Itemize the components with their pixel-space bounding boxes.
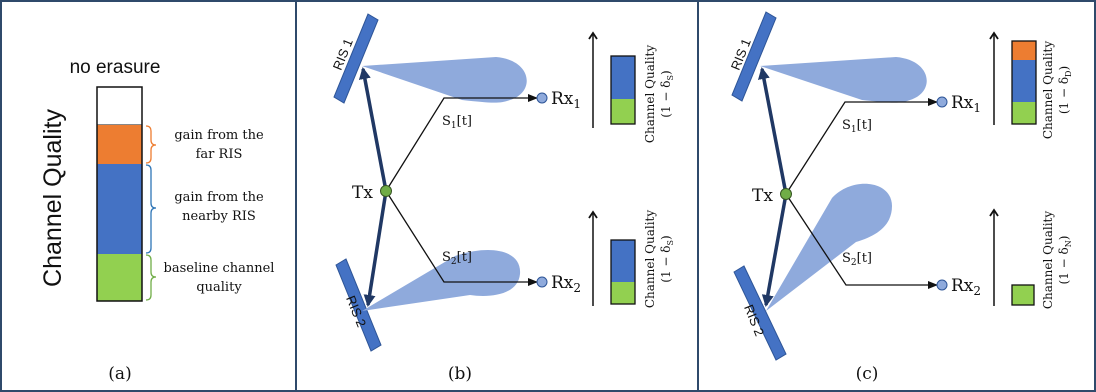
brace-nearby-ris: [145, 164, 157, 254]
tx-label: Tx: [352, 183, 373, 203]
beam-ris2-to-rx2: [362, 250, 521, 311]
annot-far-line1: gain from the: [174, 128, 264, 143]
ris2-panel: [335, 258, 382, 352]
ris1-panel-c: [731, 11, 777, 102]
rx2-label: Rx2: [551, 273, 581, 295]
cq2-formula: (1 − δS): [659, 235, 675, 282]
panel-b: RIS 1 RIS 2 Tx Rx1 Rx2 S1[t] S2[t] Chann…: [330, 13, 675, 384]
cq1-bar-blue: [611, 56, 635, 99]
tx-to-ris2-arrow-c: [761, 193, 788, 307]
cq2-bar-green-c: [1011, 284, 1035, 306]
annot-base-line2: quality: [196, 280, 242, 295]
cq1-formula: (1 − δS): [659, 70, 675, 117]
annot-near-line2: nearby RIS: [182, 209, 256, 224]
rx2-node: [536, 276, 548, 288]
cq1-bar-outline: [610, 55, 636, 125]
ris1-panel: [333, 13, 379, 104]
cq1-title-c: Channel Quality: [1041, 41, 1055, 139]
panel-a-axis-title: Channel Quality: [39, 109, 67, 287]
cq1-bar-green-c: [1012, 102, 1036, 124]
cq2-formula-c: (1 − δN): [1057, 236, 1073, 285]
rx2-label-c: Rx2: [951, 276, 981, 298]
tx-node-c: [780, 188, 792, 200]
ris2-panel-c: [733, 265, 787, 361]
brace-baseline: [145, 254, 157, 301]
cq1-title: Channel Quality: [643, 45, 657, 143]
bar-segment-empty: [96, 86, 143, 126]
tx-label-c: Tx: [752, 186, 773, 206]
s1-label-c: S1[t]: [842, 118, 872, 135]
tx-to-ris1-arrow-c: [757, 67, 788, 195]
cq1-bar-blue-c: [1012, 60, 1036, 102]
panel-c-caption: (c): [856, 364, 879, 384]
cq2-bar-outline: [610, 239, 636, 305]
brace-far-ris: [145, 125, 157, 164]
s2-label: S2[t]: [442, 250, 472, 267]
cq2-title-c: Channel Quality: [1041, 211, 1055, 309]
tx-to-ris1-arrow: [358, 67, 388, 192]
ris2-label: RIS 2: [343, 293, 369, 329]
rx1-node: [536, 92, 548, 104]
annot-far-line2: far RIS: [196, 147, 243, 162]
rx1-node-c: [936, 96, 948, 108]
panel-c: RIS 1 RIS 2 Tx Rx1 Rx2 S1[t] S2[t] Chann…: [728, 11, 1073, 384]
bar-segment-nearby-ris: [97, 164, 142, 254]
tx-node: [380, 185, 392, 197]
panel-a-top-label: no erasure: [70, 57, 161, 78]
beam-ris2-toward-rx2-c: [766, 183, 892, 311]
cq1-bar-green: [611, 99, 635, 124]
direct-path-rx1: [385, 94, 538, 192]
cq1-bar-outline-c: [1011, 40, 1037, 125]
rx1-label-c: Rx1: [951, 93, 981, 115]
direct-path-rx2: [385, 190, 538, 286]
cq2-title: Channel Quality: [643, 210, 657, 308]
beam-ris1-to-rx1: [362, 57, 527, 103]
annot-near-line1: gain from the: [174, 190, 264, 205]
direct-path-rx1-c: [785, 98, 938, 195]
bar-segment-baseline: [97, 254, 142, 301]
beam-ris1-to-rx1-c: [760, 57, 927, 103]
cq1-formula-c: (1 − δD): [1057, 66, 1073, 114]
cq2-bar-green: [611, 282, 635, 304]
panel-b-caption: (b): [448, 364, 472, 384]
rx1-label: Rx1: [551, 89, 581, 111]
bar-outline: [96, 86, 143, 302]
annot-base-line1: baseline channel: [164, 261, 275, 276]
direct-path-rx2-c: [785, 193, 938, 289]
cq1-bar-orange-c: [1012, 41, 1036, 60]
panel-a-caption: (a): [108, 364, 131, 384]
rx2-node-c: [936, 279, 948, 291]
s1-label: S1[t]: [442, 114, 472, 131]
tx-to-ris2-arrow: [363, 190, 388, 307]
panel-a: Channel Quality no erasure gain from the…: [39, 57, 274, 384]
bar-segment-far-ris: [97, 125, 142, 164]
cq2-bar-blue: [611, 240, 635, 282]
s2-label-c: S2[t]: [842, 251, 872, 268]
